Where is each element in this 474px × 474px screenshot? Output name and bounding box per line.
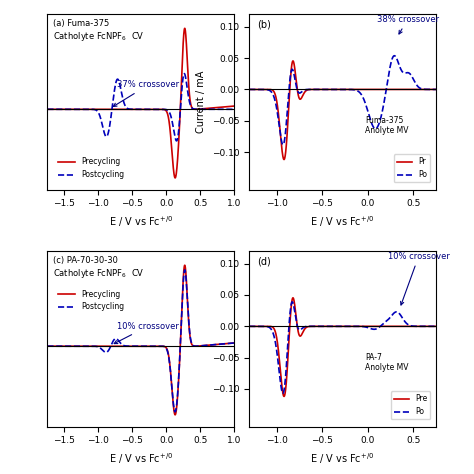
Legend: Precycling, Postcycling: Precycling, Postcycling [55, 155, 127, 182]
Text: 38% crossover: 38% crossover [377, 15, 439, 34]
Text: PA-7
Anolyte MV: PA-7 Anolyte MV [365, 353, 409, 372]
X-axis label: E / V vs Fc$^{+/0}$: E / V vs Fc$^{+/0}$ [109, 214, 173, 229]
Text: (d): (d) [257, 256, 271, 266]
Legend: Pr, Po: Pr, Po [394, 155, 430, 182]
Text: 10% crossover: 10% crossover [114, 322, 179, 344]
Text: (c) PA-70-30-30
Catholyte FcNPF$_6$  CV: (c) PA-70-30-30 Catholyte FcNPF$_6$ CV [53, 256, 145, 280]
Legend: Precycling, Postcycling: Precycling, Postcycling [55, 286, 127, 314]
Text: 37% crossover: 37% crossover [113, 80, 180, 107]
X-axis label: E / V vs Fc$^{+/0}$: E / V vs Fc$^{+/0}$ [109, 451, 173, 465]
Text: Fuma-375
Anolyte MV: Fuma-375 Anolyte MV [365, 116, 409, 136]
Text: 10% crossover: 10% crossover [388, 252, 450, 305]
Text: (b): (b) [257, 19, 271, 29]
Legend: Pre, Po: Pre, Po [391, 392, 430, 419]
Y-axis label: Current / mA: Current / mA [196, 71, 206, 133]
X-axis label: E / V vs Fc$^{+/0}$: E / V vs Fc$^{+/0}$ [310, 451, 375, 465]
X-axis label: E / V vs Fc$^{+/0}$: E / V vs Fc$^{+/0}$ [310, 214, 375, 229]
Text: (a) Fuma-375
Catholyte FcNPF$_6$  CV: (a) Fuma-375 Catholyte FcNPF$_6$ CV [53, 19, 145, 43]
